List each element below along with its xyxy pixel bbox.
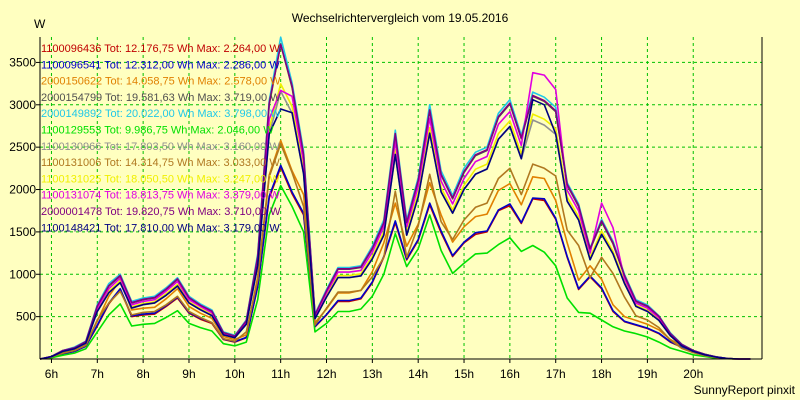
x-tick-label-2: 8h — [136, 367, 149, 381]
x-tick-label-1: 7h — [91, 367, 104, 381]
series-line-9 — [39, 71, 751, 360]
y-tick-labels: 500 1000 1500 2000 2500 3000 3500 — [9, 55, 36, 323]
axes — [36, 37, 763, 363]
legend-entry-11: 1100148421 Tot: 17.810,00 Wh Max: 3.179,… — [41, 222, 280, 234]
legend-entry-1: 1100096541 Tot: 12.312,00 Wh Max: 2.286,… — [41, 59, 280, 71]
series-line-2 — [39, 139, 751, 360]
y-axis-label: W — [34, 17, 46, 31]
chart-title: Wechselrichtervergleich vom 19.05.2016 — [292, 11, 509, 25]
series-line-5 — [39, 184, 751, 360]
x-tick-label-9: 15h — [454, 367, 474, 381]
x-tick-label-8: 14h — [408, 367, 428, 381]
y-tick-label-5: 3000 — [9, 98, 36, 112]
legend-entry-0: 1100096436 Tot: 12.176,75 Wh Max: 2.264,… — [41, 43, 280, 55]
x-tick-label-13: 19h — [637, 367, 657, 381]
grid — [40, 37, 762, 359]
x-tick-label-12: 18h — [592, 367, 612, 381]
y-tick-label-0: 500 — [16, 310, 36, 324]
x-tick-label-10: 16h — [500, 367, 520, 381]
x-tick-label-14: 20h — [683, 367, 703, 381]
x-tick-label-11: 17h — [546, 367, 566, 381]
y-tick-label-6: 3500 — [9, 55, 36, 69]
legend-entry-4: 2000149892 Tot: 20.022,00 Wh Max: 3.798,… — [41, 108, 281, 120]
series-line-1 — [39, 164, 751, 360]
x-tick-label-5: 11h — [271, 367, 290, 381]
legend-entry-8: 1100131025 Tot: 18.050,50 Wh Max: 3.247,… — [41, 173, 280, 185]
legend-entry-7: 1100131006 Tot: 14.314,75 Wh Max: 3.033,… — [41, 157, 280, 169]
x-tick-label-4: 10h — [225, 367, 245, 381]
y-tick-label-1: 1000 — [9, 267, 36, 281]
x-tick-label-0: 6h — [45, 367, 58, 381]
y-tick-label-4: 2500 — [9, 140, 36, 154]
legend-entry-10: 2000001478 Tot: 19.820,75 Wh Max: 3.710,… — [41, 206, 281, 218]
legend-entry-6: 1100130966 Tot: 17.803,50 Wh Max: 3.160,… — [41, 141, 280, 153]
legend-entry-9: 1100131074 Tot: 18.813,75 Wh Max: 3.379,… — [41, 190, 280, 202]
series-line-11 — [39, 98, 751, 360]
x-tick-label-3: 9h — [182, 367, 195, 381]
legend-entry-3: 2000154799 Tot: 19.581,63 Wh Max: 3.719,… — [41, 92, 281, 104]
footer-credit: SunnyReport pinxit — [694, 383, 796, 397]
legend-entry-2: 2000150622 Tot: 14.058,75 Wh Max: 2.578,… — [41, 76, 281, 88]
x-tick-label-7: 13h — [362, 367, 382, 381]
x-tick-label-6: 12h — [316, 367, 336, 381]
series-line-10 — [39, 43, 751, 360]
y-tick-label-3: 2000 — [9, 183, 36, 197]
x-tick-labels: 6h 7h 8h 9h 10h 11h 12h 13h 14h 15h 16h 17h 18h 19h 20… — [45, 367, 703, 381]
series-line-7 — [39, 143, 751, 360]
y-tick-label-2: 1500 — [9, 225, 36, 239]
series-lines — [39, 36, 751, 360]
legend: 1100096436 Tot: 12.176,75 Wh Max: 2.264,… — [41, 43, 281, 234]
legend-entry-5: 1100129553 Tot: 9.986,75 Wh Max: 2.046,0… — [41, 125, 274, 137]
